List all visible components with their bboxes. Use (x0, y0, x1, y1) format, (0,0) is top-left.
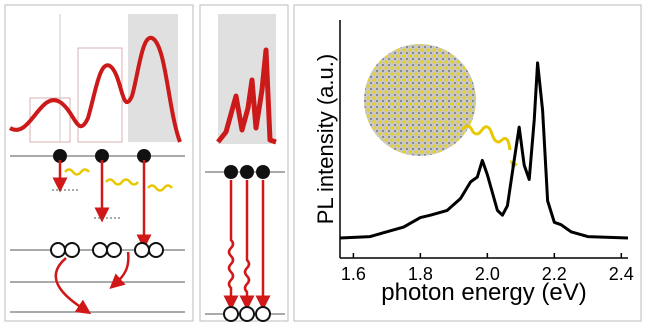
spectrum-line (339, 61, 629, 240)
panel-frame (4, 4, 194, 322)
ensemble-schematic (8, 14, 185, 315)
x-tick-label: 1.6 (341, 264, 366, 284)
x-tick-label: 2.2 (542, 264, 567, 284)
x-axis-label: photon energy (eV) (381, 279, 586, 306)
x-tick-label: 2.0 (475, 264, 500, 284)
x-tick-label: 1.8 (408, 264, 433, 284)
panel-frame (293, 4, 642, 322)
single-dot-schematic (205, 14, 285, 322)
y-axis-label: PL intensity (a.u.) (313, 54, 338, 224)
x-tick-label: 2.4 (609, 264, 634, 284)
nanocrystal-illustration (364, 44, 518, 170)
